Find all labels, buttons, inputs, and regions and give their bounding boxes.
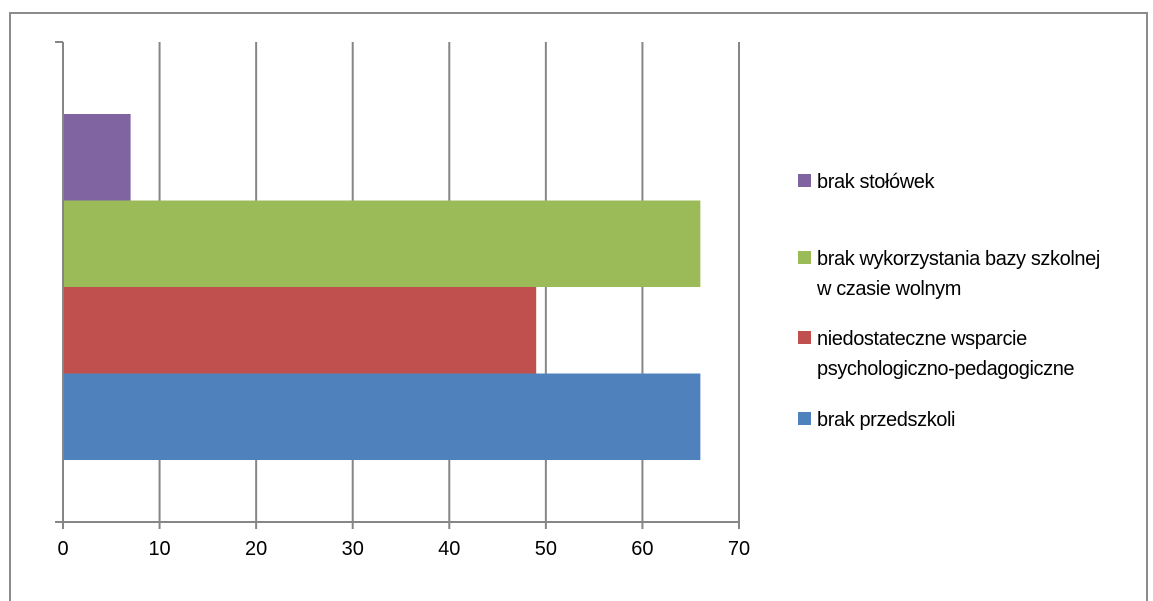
x-tick-label: 0 xyxy=(57,538,68,560)
legend-label: brak przedszkoli xyxy=(817,409,956,431)
x-tick-label: 20 xyxy=(245,538,267,560)
legend-label: brak stołówek xyxy=(817,171,935,193)
bar-3 xyxy=(63,200,701,287)
x-tick-label: 40 xyxy=(438,538,460,560)
legend: brak stołówek brak wykorzystania bazy sz… xyxy=(798,0,1148,601)
legend-label: niedostateczne wsparcie psychologiczno-p… xyxy=(817,328,1075,380)
axes xyxy=(55,41,740,529)
x-tick-label: 60 xyxy=(631,538,653,560)
legend-swatch xyxy=(798,251,811,264)
legend-swatch xyxy=(798,331,811,344)
bar-4 xyxy=(63,114,131,201)
legend-swatch xyxy=(798,174,811,187)
bar-1 xyxy=(63,373,701,460)
legend-item-przedszkola: brak przedszkoli xyxy=(798,405,1153,435)
x-tick-label: 70 xyxy=(728,538,750,560)
legend-item-wsparcie: niedostateczne wsparcie psychologiczno-p… xyxy=(798,324,1147,384)
legend-item-stolowki: brak stołówek xyxy=(798,167,1153,197)
legend-swatch xyxy=(798,412,811,425)
bar-2 xyxy=(63,287,537,374)
legend-item-baza-szkolna: brak wykorzystania bazy szkolnej w czasi… xyxy=(798,244,1117,304)
x-tick-labels: 0 10 20 30 40 50 60 70 xyxy=(57,538,750,560)
x-tick-label: 30 xyxy=(342,538,364,560)
x-tick-label: 50 xyxy=(535,538,557,560)
bars xyxy=(63,114,701,460)
legend-label: brak wykorzystania bazy szkolnej w czasi… xyxy=(817,248,1100,300)
x-tick-label: 10 xyxy=(148,538,170,560)
